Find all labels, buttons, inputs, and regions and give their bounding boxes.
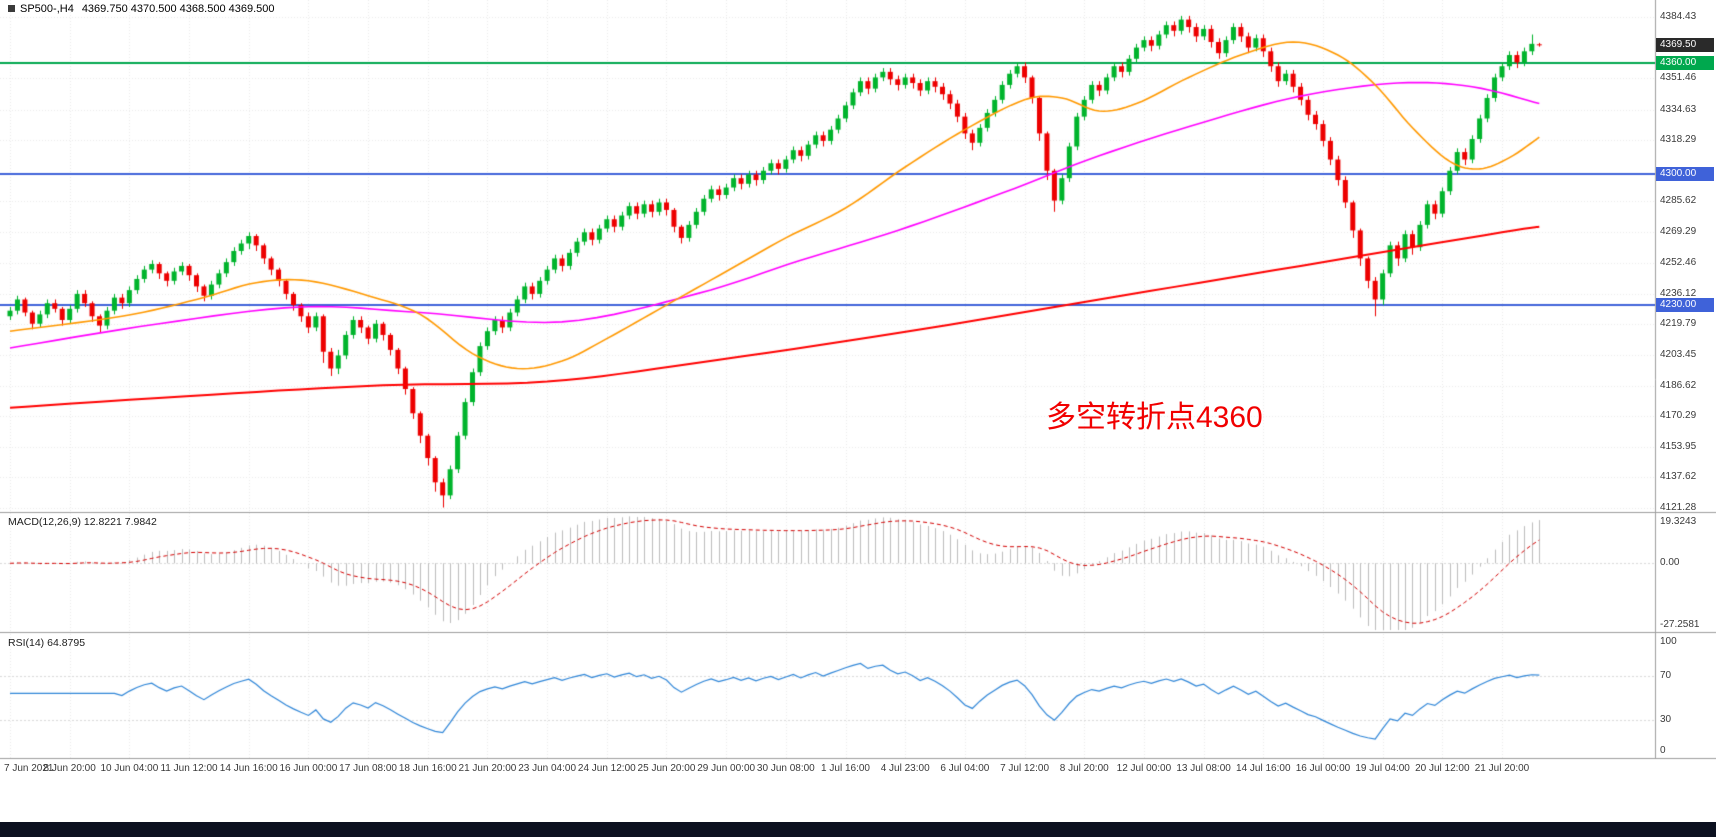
time-axis-label: 16 Jun 00:00 bbox=[279, 763, 338, 774]
level-price-tag: 4360.00 bbox=[1656, 55, 1714, 70]
time-axis-label: 24 Jun 12:00 bbox=[577, 763, 636, 774]
time-axis-label: 17 Jun 08:00 bbox=[339, 763, 397, 774]
macd-name: MACD(12,26,9) bbox=[8, 516, 81, 528]
time-axis-label: 8 Jun 20:00 bbox=[43, 763, 96, 774]
time-axis-label: 14 Jun 16:00 bbox=[219, 763, 278, 774]
symbol-label: SP500-,H4 bbox=[20, 3, 74, 15]
time-axis-label: 12 Jul 00:00 bbox=[1116, 763, 1172, 774]
time-axis-label: 20 Jul 12:00 bbox=[1415, 763, 1470, 774]
annotation-text[interactable]: 多空转折点4360 bbox=[1046, 401, 1263, 434]
price-axis-label: 4351.46 bbox=[1660, 72, 1697, 84]
price-axis-label: 4285.62 bbox=[1660, 195, 1697, 207]
time-axis-label: 6 Jul 04:00 bbox=[940, 763, 990, 774]
current-price-tag: 4369.50 bbox=[1656, 37, 1714, 52]
price-axis-label: 4334.63 bbox=[1660, 103, 1697, 115]
level-price-tag: 4300.00 bbox=[1656, 167, 1714, 182]
price-axis-label: 4318.29 bbox=[1660, 134, 1697, 146]
macd-values: 12.8221 7.9842 bbox=[83, 516, 157, 528]
price-axis-label: 4269.29 bbox=[1660, 225, 1697, 237]
time-axis-label: 13 Jul 08:00 bbox=[1176, 763, 1231, 774]
time-axis-label: 19 Jul 04:00 bbox=[1355, 763, 1410, 774]
rsi-value: 64.8795 bbox=[47, 637, 86, 649]
price-axis-label: 4137.62 bbox=[1660, 471, 1697, 483]
time-axis-label: 1 Jul 16:00 bbox=[821, 763, 870, 774]
time-axis-label: 21 Jul 20:00 bbox=[1474, 763, 1530, 774]
rsi-axis-label: 100 bbox=[1660, 636, 1677, 647]
price-axis-label: 4384.43 bbox=[1660, 10, 1697, 22]
time-axis-label: 25 Jun 20:00 bbox=[637, 763, 696, 774]
level-price-tag: 4230.00 bbox=[1656, 298, 1714, 313]
time-axis-label: 11 Jun 12:00 bbox=[160, 763, 218, 774]
time-axis-label: 18 Jun 16:00 bbox=[398, 763, 457, 774]
time-axis-label: 16 Jul 00:00 bbox=[1295, 763, 1351, 774]
time-axis-label: 14 Jul 16:00 bbox=[1236, 763, 1291, 774]
price-axis-label: 4219.79 bbox=[1660, 318, 1697, 330]
price-axis-label: 4252.46 bbox=[1660, 257, 1697, 269]
price-axis-label: 4153.95 bbox=[1660, 440, 1697, 452]
chart-icon bbox=[8, 5, 15, 12]
time-axis-label: 29 Jun 00:00 bbox=[697, 763, 756, 774]
symbol-ohlc-values: 4369.750 4370.500 4368.500 4369.500 bbox=[81, 3, 275, 15]
time-axis-label: 8 Jul 20:00 bbox=[1059, 763, 1109, 774]
bottom-bar[interactable] bbox=[0, 822, 1716, 837]
time-axis-label: 21 Jun 20:00 bbox=[458, 763, 517, 774]
price-axis-label: 4236.12 bbox=[1660, 287, 1697, 299]
macd-axis-label: -27.2581 bbox=[1660, 619, 1700, 630]
time-axis-label: 30 Jun 08:00 bbox=[756, 763, 815, 774]
time-axis-label: 7 Jun 2021 bbox=[4, 763, 54, 774]
time-axis-label: 10 Jun 04:00 bbox=[100, 763, 159, 774]
time-axis-label: 23 Jun 04:00 bbox=[518, 763, 577, 774]
symbol-info: SP500-,H4 4369.750 4370.500 4368.500 4369… bbox=[8, 3, 275, 15]
price-axis-label: 4203.45 bbox=[1660, 348, 1697, 360]
rsi-axis-label: 70 bbox=[1660, 669, 1672, 681]
macd-axis-label: 19.3243 bbox=[1660, 516, 1697, 527]
rsi-axis-label: 0 bbox=[1660, 745, 1666, 756]
rsi-indicator-label: RSI(14) 64.8795 bbox=[8, 637, 85, 649]
rsi-axis-label: 30 bbox=[1660, 714, 1672, 726]
time-axis-label: 4 Jul 23:00 bbox=[880, 763, 930, 774]
time-axis-label: 7 Jul 12:00 bbox=[1000, 763, 1050, 774]
price-axis-label: 4121.28 bbox=[1660, 501, 1697, 513]
rsi-name: RSI(14) bbox=[8, 637, 45, 649]
price-axis-label: 4170.29 bbox=[1660, 410, 1697, 422]
macd-axis-label: 0.00 bbox=[1660, 557, 1680, 569]
macd-indicator-label: MACD(12,26,9) 12.8221 7.9842 bbox=[8, 516, 157, 528]
price-axis-label: 4186.62 bbox=[1660, 380, 1697, 391]
